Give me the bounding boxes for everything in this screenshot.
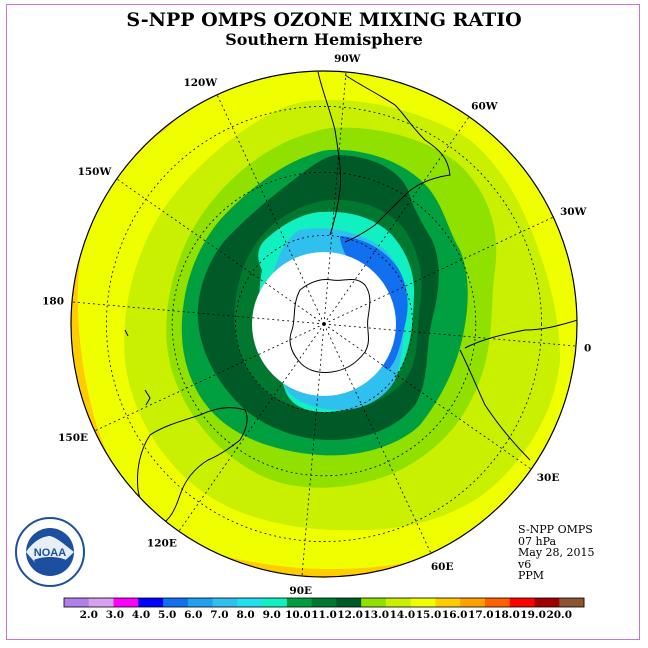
colorbar-swatch bbox=[64, 598, 90, 607]
colorbar-swatch bbox=[311, 598, 337, 607]
plot-frame bbox=[6, 4, 640, 640]
colorbar-tick-label: 11.0 bbox=[311, 609, 337, 621]
colorbar-tick-label: 7.0 bbox=[210, 609, 228, 621]
colorbar-tick-label: 8.0 bbox=[236, 609, 254, 621]
longitude-label: 120E bbox=[147, 538, 177, 550]
colorbar-outline bbox=[63, 597, 585, 608]
colorbar-swatch bbox=[286, 598, 313, 607]
longitude-label: 30W bbox=[560, 206, 587, 218]
info-level: 07 hPa bbox=[518, 534, 557, 548]
meridian-line bbox=[71, 301, 325, 325]
map-border bbox=[70, 70, 578, 578]
meridian-line bbox=[116, 178, 325, 325]
colorbar-swatch bbox=[435, 598, 461, 607]
info-date: May 28, 2015 bbox=[518, 546, 595, 559]
colorbar-tick-label: 4.0 bbox=[132, 609, 150, 621]
info-version: v6 bbox=[518, 557, 532, 571]
colorbar-swatch bbox=[113, 598, 139, 607]
colorbar-tick-label: 17.0 bbox=[468, 609, 494, 621]
colorbar-tick-label: 12.0 bbox=[337, 609, 363, 621]
colorbar-swatch bbox=[88, 598, 115, 607]
meridian-line bbox=[301, 323, 325, 577]
longitude-label: 60W bbox=[471, 100, 498, 112]
info-units: PPM bbox=[518, 569, 545, 582]
longitude-label: 180 bbox=[42, 296, 64, 308]
colorbar-swatch bbox=[385, 598, 412, 607]
colorbar-tick-label: 14.0 bbox=[390, 609, 416, 621]
meridian-line bbox=[323, 216, 554, 325]
colorbar-swatch bbox=[534, 598, 560, 607]
colorbar-tick-label: 2.0 bbox=[80, 609, 98, 621]
colorbar-tick-label: 10.0 bbox=[285, 609, 311, 621]
longitude-label: 90E bbox=[289, 585, 312, 597]
coast-south-america bbox=[317, 71, 451, 243]
colorbar-swatches bbox=[63, 597, 585, 608]
colorbar-tick-label: 6.0 bbox=[184, 609, 202, 621]
colorbar-swatch bbox=[187, 598, 214, 607]
colorbar-swatch bbox=[361, 598, 387, 607]
colorbar-swatch bbox=[237, 598, 263, 607]
longitude-label: 150W bbox=[78, 166, 112, 178]
meridian-line bbox=[323, 116, 470, 325]
colorbar-tick-label: 16.0 bbox=[442, 609, 468, 621]
coast-new-zealand bbox=[124, 329, 151, 406]
colorbar-swatch bbox=[262, 598, 288, 607]
meridian-line bbox=[323, 323, 432, 554]
coastlines bbox=[124, 71, 577, 526]
colorbar-swatch bbox=[336, 598, 362, 607]
meridian-line bbox=[94, 323, 325, 432]
colorbar-tick-label: 20.0 bbox=[546, 609, 572, 621]
colorbar-tick-label: 5.0 bbox=[158, 609, 176, 621]
colorbar-swatch bbox=[559, 598, 585, 607]
colorbar-tick-label: 15.0 bbox=[416, 609, 442, 621]
map-title: S-NPP OMPS OZONE MIXING RATIO bbox=[126, 9, 522, 31]
longitude-labels: 90W 60W 30W 0 30E 60E 90E 120E 150E 180 150W 120W bbox=[42, 53, 591, 597]
meridian-line bbox=[216, 94, 325, 325]
colorbar-swatch bbox=[410, 598, 436, 607]
longitude-label: 0 bbox=[584, 342, 591, 354]
noaa-logo: NOAA bbox=[14, 516, 86, 593]
graticule bbox=[71, 71, 577, 577]
meridian-line bbox=[178, 323, 325, 532]
map-info: S-NPP OMPS 07 hPa May 28, 2015 v6 PPM bbox=[518, 524, 595, 582]
colorbar-swatch bbox=[138, 598, 164, 607]
colorbar-swatch bbox=[163, 598, 189, 607]
colorbar-swatch bbox=[212, 598, 238, 607]
colorbar-swatch bbox=[460, 598, 486, 607]
latitude-circle bbox=[235, 235, 413, 413]
longitude-label: 60E bbox=[431, 561, 454, 573]
coast-antarctica bbox=[289, 279, 371, 373]
longitude-label: 90W bbox=[334, 53, 361, 65]
noaa-logo-text: NOAA bbox=[34, 547, 66, 559]
colorbar-tick-label: 9.0 bbox=[263, 609, 281, 621]
meridian-line bbox=[323, 323, 532, 470]
colorbar-swatch bbox=[509, 598, 535, 607]
colorbar-tick-label: 19.0 bbox=[520, 609, 546, 621]
meridian-line bbox=[323, 71, 347, 325]
latitude-circle bbox=[171, 171, 477, 477]
coast-australia bbox=[137, 407, 248, 526]
colorbar-tick-label: 3.0 bbox=[106, 609, 124, 621]
colorbar-ticks: 2.0 3.0 4.0 5.0 6.0 7.0 8.0 9.0 10.0 11.0 12.0 13.0… bbox=[80, 609, 572, 621]
longitude-label: 30E bbox=[537, 472, 560, 484]
latitude-circle bbox=[106, 106, 542, 542]
ozone-field bbox=[71, 71, 577, 577]
colorbar-tick-label: 18.0 bbox=[494, 609, 520, 621]
colorbar-swatch bbox=[484, 598, 511, 607]
longitude-label: 150E bbox=[58, 432, 88, 444]
colorbar-tick-label: 13.0 bbox=[363, 609, 389, 621]
info-instrument: S-NPP OMPS bbox=[518, 523, 593, 536]
longitude-label: 120W bbox=[183, 77, 217, 89]
meridian-line bbox=[323, 323, 577, 347]
map-subtitle: Southern Hemisphere bbox=[225, 30, 423, 49]
